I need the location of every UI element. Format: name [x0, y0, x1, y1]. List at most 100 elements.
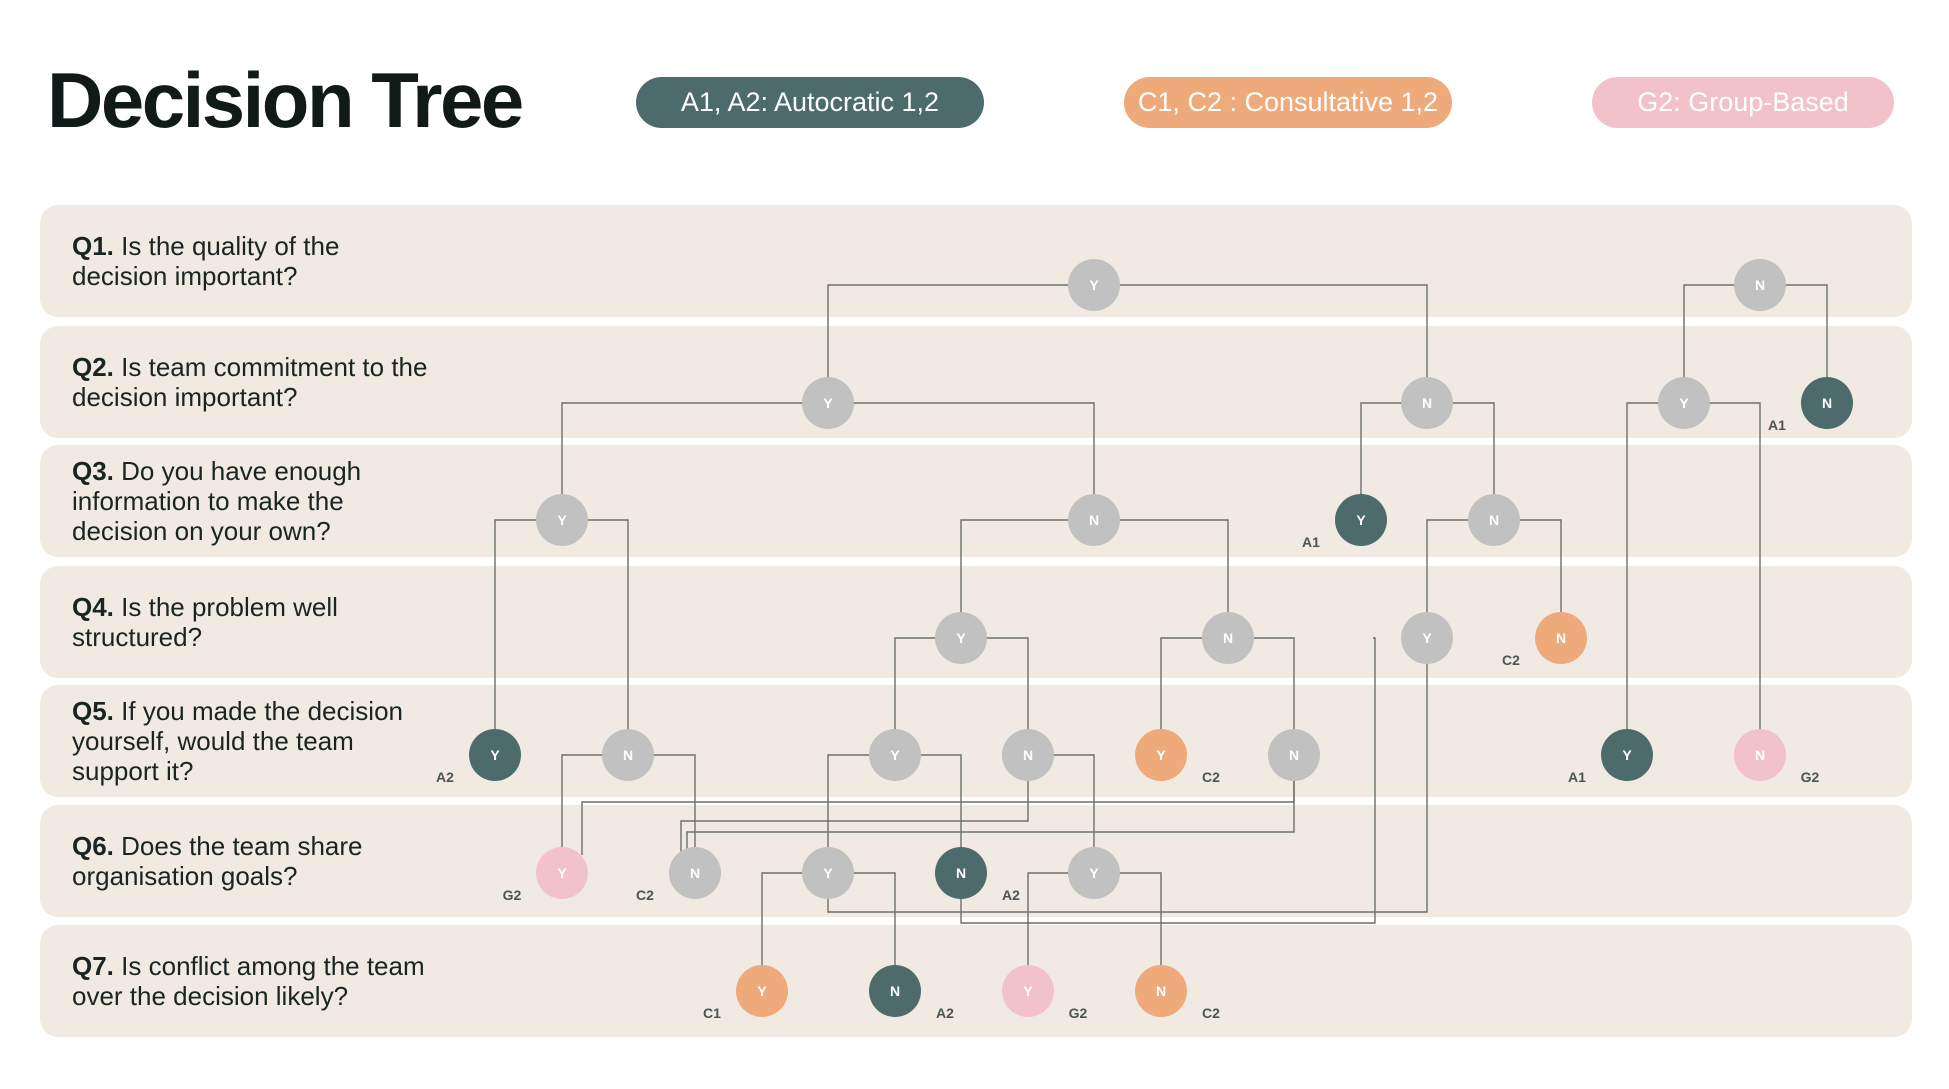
node-answer-q6y_b: Y: [823, 865, 833, 881]
node-answer-q1y: Y: [1089, 277, 1099, 293]
outcome-label-q7n_b: C2: [1202, 1005, 1220, 1021]
question-2: Q2. Is team commitment to the decision i…: [72, 326, 452, 438]
connector-q3y-q5n_a: [562, 519, 629, 755]
question-band-2: [40, 326, 1912, 438]
node-q3y_m: [1335, 494, 1387, 546]
node-q6y_b: [802, 847, 854, 899]
node-answer-q3y_m: Y: [1356, 512, 1366, 528]
legend-autocratic: A1, A2: Autocratic 1,2: [636, 77, 984, 128]
question-5: Q5. If you made the decision yourself, w…: [72, 685, 422, 797]
node-answer-q6y_c: Y: [1089, 865, 1099, 881]
question-text: Is team commitment to the decision impor…: [72, 352, 428, 412]
node-q4y_m: [1401, 612, 1453, 664]
node-q4n: [1202, 612, 1254, 664]
question-text: Does the team share organisation goals?: [72, 831, 363, 891]
node-answer-q6n_a: N: [690, 865, 700, 881]
node-answer-q6n_b: N: [956, 865, 966, 881]
connector-reroute-1: [680, 755, 1029, 873]
node-q3y: [536, 494, 588, 546]
question-1: Q1. Is the quality of the decision impor…: [72, 205, 412, 317]
node-q5n_c: [1268, 729, 1320, 781]
node-answer-q5n_a: N: [623, 747, 633, 763]
question-band-3: [40, 445, 1912, 557]
outcome-label-q7y_b: G2: [1069, 1005, 1088, 1021]
question-number: Q1.: [72, 231, 114, 261]
node-answer-q2n: N: [1422, 395, 1432, 411]
node-answer-q7y_a: Y: [757, 983, 767, 999]
question-number: Q6.: [72, 831, 114, 861]
connector-q3n-q4n: [1094, 519, 1229, 638]
node-answer-q7n_b: N: [1156, 983, 1166, 999]
connector-q2y-q3y: [561, 402, 828, 520]
outcome-label-q5y_a: A2: [436, 769, 454, 785]
legend-group-based: G2: Group-Based: [1592, 77, 1894, 128]
node-q2n: [1401, 377, 1453, 429]
node-answer-q6y_a: Y: [557, 865, 567, 881]
node-answer-q5y_a: Y: [490, 747, 500, 763]
node-q5y_r: [1601, 729, 1653, 781]
node-answer-q7n_a: N: [890, 983, 900, 999]
connector-reroute-2: [581, 755, 1295, 855]
outcome-label-q5y_c: C2: [1202, 769, 1220, 785]
question-text: Is the quality of the decision important…: [72, 231, 340, 291]
node-q1n: [1734, 259, 1786, 311]
node-q3n: [1068, 494, 1120, 546]
node-q6n_b: [935, 847, 987, 899]
node-q7y_b: [1002, 965, 1054, 1017]
node-q4n_m: [1535, 612, 1587, 664]
outcome-label-q5n_r: G2: [1801, 769, 1820, 785]
connector-q2y_r-q5y_r: [1626, 402, 1684, 755]
node-answer-q5y_c: Y: [1156, 747, 1166, 763]
node-answer-q1n: N: [1755, 277, 1765, 293]
question-text: Do you have enough information to make t…: [72, 456, 362, 546]
connector-reroute-5: [960, 637, 1376, 924]
node-answer-q5n_c: N: [1289, 747, 1299, 763]
node-q6y_c: [1068, 847, 1120, 899]
question-text: Is the problem well structured?: [72, 592, 338, 652]
connector-q2y-q3n: [828, 402, 1095, 520]
outcome-label-q6y_a: G2: [503, 887, 522, 903]
outcome-label-q3y_m: A1: [1302, 534, 1320, 550]
question-number: Q3.: [72, 456, 114, 486]
page-title: Decision Tree: [47, 56, 524, 144]
node-q7n_b: [1135, 965, 1187, 1017]
node-q3n_m: [1468, 494, 1520, 546]
node-q5y_b: [869, 729, 921, 781]
node-answer-q5y_r: Y: [1622, 747, 1632, 763]
question-band-5: [40, 685, 1912, 797]
node-answer-q3n_m: N: [1489, 512, 1499, 528]
question-3: Q3. Do you have enough information to ma…: [72, 445, 412, 557]
node-answer-q2y_r: Y: [1679, 395, 1689, 411]
node-answer-q3n: N: [1089, 512, 1099, 528]
node-q5y_a: [469, 729, 521, 781]
legend-consultative: C1, C2 : Consultative 1,2: [1124, 77, 1452, 128]
node-answer-q2y: Y: [823, 395, 833, 411]
node-q6n_a: [669, 847, 721, 899]
outcome-label-q7n_a: A2: [936, 1005, 954, 1021]
node-q6y_a: [536, 847, 588, 899]
outcome-label-q2n_r: A1: [1768, 417, 1786, 433]
outcome-label-q5y_r: A1: [1568, 769, 1586, 785]
node-answer-q4y_m: Y: [1422, 630, 1432, 646]
node-answer-q5y_b: Y: [890, 747, 900, 763]
connector-reroute-4: [827, 638, 1428, 913]
question-number: Q7.: [72, 951, 114, 981]
connector-q1y-q2y: [827, 284, 1094, 403]
connector-q3y-q5y_a: [494, 519, 562, 755]
node-answer-q4n: N: [1223, 630, 1233, 646]
node-answer-q4y: Y: [956, 630, 966, 646]
connector-q1y-q2n: [1094, 284, 1428, 403]
question-number: Q5.: [72, 696, 114, 726]
question-band-1: [40, 205, 1912, 317]
outcome-label-q4n_m: C2: [1502, 652, 1520, 668]
question-6: Q6. Does the team share organisation goa…: [72, 805, 392, 917]
question-text: If you made the decision yourself, would…: [72, 696, 403, 786]
node-q1y: [1068, 259, 1120, 311]
node-q5n_b: [1002, 729, 1054, 781]
question-number: Q4.: [72, 592, 114, 622]
node-answer-q7y_b: Y: [1023, 983, 1033, 999]
node-q4y: [935, 612, 987, 664]
outcome-label-q7y_a: C1: [703, 1005, 721, 1021]
node-q5n_a: [602, 729, 654, 781]
node-q7n_a: [869, 965, 921, 1017]
